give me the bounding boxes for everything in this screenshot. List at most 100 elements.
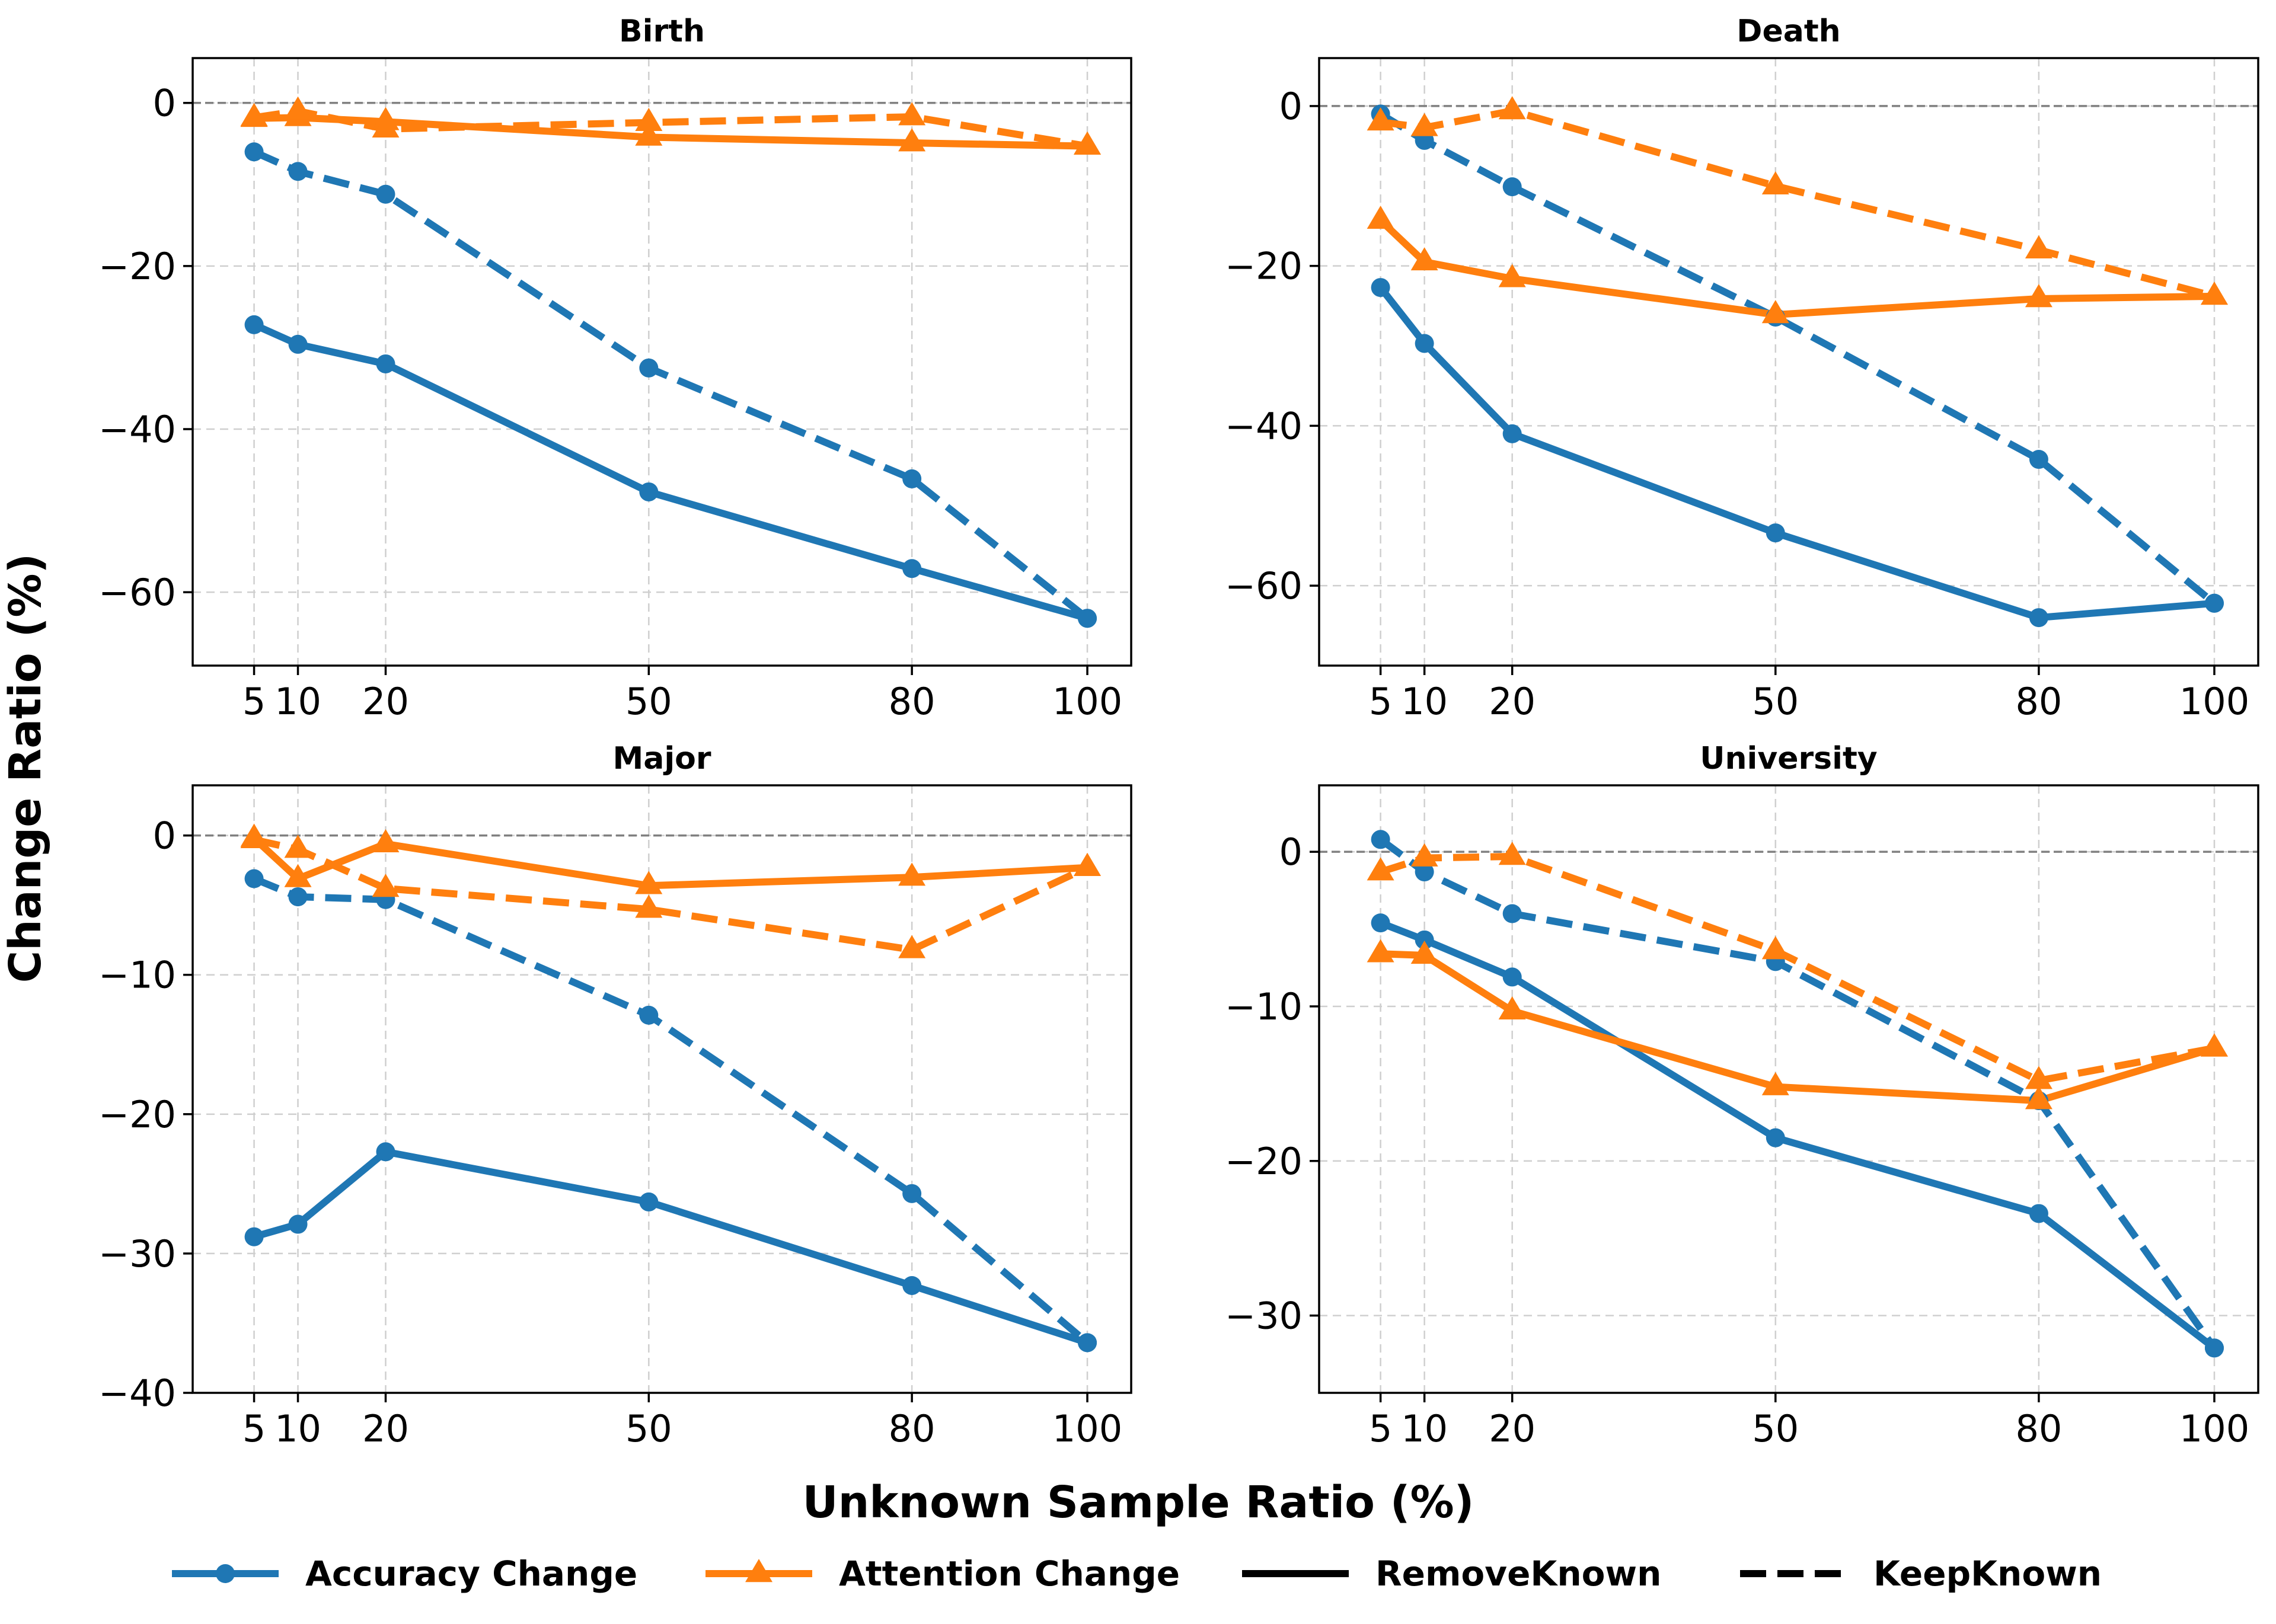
point-university-attention-change-removeknown-50 — [1761, 1072, 1789, 1095]
x-tick-label-50: 50 — [1752, 680, 1799, 723]
point-birth-accuracy-change-removeknown-80 — [902, 559, 922, 578]
point-major-attention-change-keepknown-10 — [284, 835, 312, 858]
point-major-accuracy-change-removeknown-50 — [639, 1192, 659, 1211]
legend: Accuracy Change Attention Change RemoveKno… — [172, 1553, 2102, 1594]
point-major-accuracy-change-removeknown-10 — [288, 1214, 308, 1234]
x-tick-label-5: 5 — [242, 1407, 266, 1450]
legend-item-removeknown: RemoveKnown — [1242, 1553, 1661, 1594]
grid-death — [1319, 58, 2258, 666]
y-tick-label-m30: −30 — [98, 1232, 176, 1275]
series-line-birth-accuracy-change-keepknown — [253, 148, 1090, 621]
x-tick-label-10: 10 — [274, 680, 321, 723]
y-tick-label-m40: −40 — [98, 408, 176, 451]
y-axis-label: Change Ratio (%) — [0, 554, 51, 983]
x-tick-label-80: 80 — [889, 1407, 936, 1450]
point-death-attention-change-keepknown-10 — [1410, 113, 1438, 136]
legend-marker-accuracy-change — [216, 1564, 235, 1583]
x-tick-label-80: 80 — [2015, 1407, 2062, 1450]
point-death-accuracy-change-removeknown-80 — [2029, 608, 2048, 628]
point-university-attention-change-keepknown-80 — [2025, 1066, 2052, 1089]
plot-frame-birth — [191, 57, 1132, 667]
point-major-attention-change-keepknown-80 — [898, 935, 926, 958]
point-major-accuracy-change-removeknown-80 — [902, 1275, 922, 1295]
series-birth — [240, 96, 1102, 628]
x-axis-label: Unknown Sample Ratio (%) — [803, 1477, 1474, 1528]
point-birth-accuracy-change-keepknown-80 — [902, 469, 922, 488]
y-tick-label-m40: −40 — [98, 1372, 176, 1415]
point-university-attention-change-keepknown-5 — [1367, 857, 1394, 881]
point-university-accuracy-change-keepknown-5 — [1371, 830, 1390, 849]
point-major-accuracy-change-keepknown-50 — [639, 1005, 659, 1025]
y-tick-label-m20: −20 — [98, 245, 176, 288]
point-university-attention-change-keepknown-100 — [2200, 1033, 2228, 1057]
point-major-attention-change-keepknown-50 — [635, 894, 663, 918]
point-death-attention-change-keepknown-100 — [2200, 282, 2228, 305]
x-tick-label-5: 5 — [242, 680, 266, 723]
legend-label-accuracy-change: Accuracy Change — [305, 1553, 637, 1594]
series-major — [240, 823, 1102, 1353]
x-tick-label-100: 100 — [1052, 1407, 1122, 1450]
point-death-accuracy-change-keepknown-100 — [2204, 593, 2224, 613]
point-university-attention-change-removeknown-20 — [1498, 996, 1526, 1020]
point-university-accuracy-change-removeknown-20 — [1502, 967, 1522, 987]
series-line-university-attention-change-keepknown — [1379, 852, 2216, 1085]
legend-item-keepknown: KeepKnown — [1740, 1553, 2102, 1594]
point-birth-accuracy-change-keepknown-100 — [1078, 609, 1097, 628]
y-tick-label-0: 0 — [153, 82, 176, 125]
y-tick-label-m40: −40 — [1225, 404, 1303, 447]
grid-birth — [193, 58, 1131, 666]
panel-birth: 5 10 20 50 80 100 0 −20 −40 −60 Birth — [98, 14, 1132, 723]
panel-title-death: Death — [1736, 14, 1840, 49]
point-birth-attention-change-keepknown-100 — [1074, 131, 1102, 155]
point-birth-attention-change-keepknown-80 — [898, 102, 926, 126]
series-line-major-accuracy-change-removeknown — [253, 1148, 1088, 1347]
x-tick-label-50: 50 — [625, 680, 672, 723]
point-university-attention-change-keepknown-20 — [1498, 842, 1526, 865]
point-birth-attention-change-removeknown-80 — [898, 128, 926, 152]
point-death-attention-change-keepknown-20 — [1498, 96, 1526, 120]
panel-university: 5 10 20 50 80 100 0 −10 −20 −30 University — [1225, 741, 2259, 1450]
y-tick-label-0: 0 — [1279, 85, 1303, 128]
point-university-accuracy-change-removeknown-80 — [2029, 1204, 2048, 1223]
legend-item-attention-change: Attention Change — [706, 1553, 1180, 1594]
x-tick-label-100: 100 — [2179, 1407, 2249, 1450]
point-university-attention-change-removeknown-5 — [1367, 939, 1394, 963]
point-university-attention-change-keepknown-50 — [1761, 936, 1789, 960]
point-death-accuracy-change-removeknown-20 — [1502, 424, 1522, 443]
x-tick-label-50: 50 — [1752, 1407, 1799, 1450]
x-tick-label-5: 5 — [1369, 680, 1392, 723]
point-death-attention-change-keepknown-80 — [2025, 235, 2052, 258]
point-major-attention-change-removeknown-50 — [635, 871, 663, 894]
point-death-attention-change-removeknown-5 — [1367, 205, 1394, 229]
point-major-accuracy-change-keepknown-5 — [244, 869, 264, 888]
point-university-accuracy-change-removeknown-10 — [1415, 930, 1434, 950]
panel-major: 5 10 20 50 80 100 0 −10 −20 −30 −40 Major — [98, 741, 1132, 1450]
legend-label-keepknown: KeepKnown — [1873, 1553, 2102, 1594]
point-birth-accuracy-change-removeknown-50 — [639, 482, 659, 501]
point-major-accuracy-change-removeknown-5 — [244, 1227, 264, 1246]
x-tick-label-10: 10 — [1401, 1407, 1448, 1450]
series-line-birth-attention-change-keepknown — [253, 107, 1088, 150]
point-birth-attention-change-removeknown-50 — [635, 122, 663, 146]
series-line-major-attention-change-removeknown — [251, 835, 1088, 890]
point-university-accuracy-change-keepknown-20 — [1502, 904, 1522, 923]
point-birth-accuracy-change-keepknown-20 — [376, 184, 395, 204]
point-death-accuracy-change-removeknown-10 — [1415, 334, 1434, 353]
x-tick-label-100: 100 — [2179, 680, 2249, 723]
y-tick-label-m60: −60 — [98, 571, 176, 614]
point-birth-attention-change-keepknown-50 — [635, 107, 663, 131]
point-death-accuracy-change-removeknown-5 — [1371, 278, 1390, 298]
series-line-university-accuracy-change-removeknown — [1379, 919, 2217, 1351]
series-death — [1367, 96, 2228, 628]
x-tick-label-20: 20 — [1489, 680, 1536, 723]
point-death-accuracy-change-keepknown-80 — [2029, 450, 2048, 469]
y-tick-label-m10: −10 — [98, 954, 176, 997]
point-death-attention-change-keepknown-50 — [1761, 171, 1789, 195]
point-birth-accuracy-change-keepknown-5 — [244, 142, 264, 162]
point-major-attention-change-keepknown-20 — [372, 874, 400, 897]
point-major-accuracy-change-removeknown-20 — [376, 1142, 395, 1162]
point-death-accuracy-change-keepknown-20 — [1502, 177, 1522, 197]
series-line-major-accuracy-change-keepknown — [253, 875, 1090, 1345]
y-tick-label-m30: −30 — [1225, 1294, 1303, 1338]
